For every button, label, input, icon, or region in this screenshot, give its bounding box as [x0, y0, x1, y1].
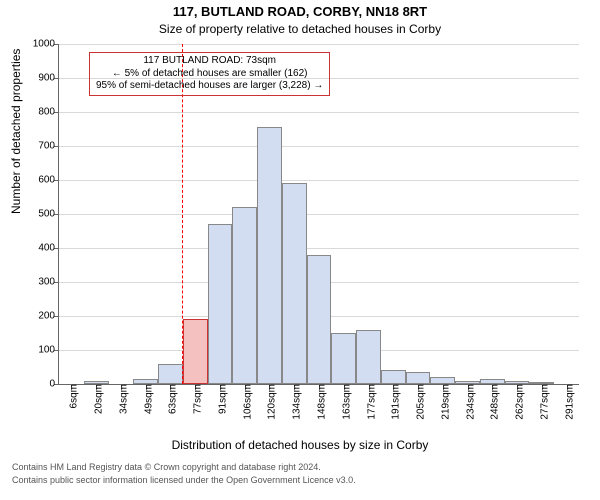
- chart-title: 117, BUTLAND ROAD, CORBY, NN18 8RT: [0, 4, 600, 19]
- histogram-bar: [356, 330, 381, 384]
- x-tick-label: 148sqm: [311, 384, 328, 420]
- y-tick-label: 700: [38, 141, 59, 152]
- histogram-bar: [232, 207, 257, 384]
- x-tick-label: 20sqm: [88, 384, 105, 414]
- grid-line: [59, 112, 579, 113]
- x-tick-label: 234sqm: [459, 384, 476, 420]
- grid-line: [59, 248, 579, 249]
- histogram-bar: [381, 370, 406, 384]
- x-tick-label: 120sqm: [261, 384, 278, 420]
- x-axis-label: Distribution of detached houses by size …: [0, 438, 600, 452]
- plot-area: 010020030040050060070080090010006sqm20sq…: [58, 44, 579, 385]
- y-tick-label: 600: [38, 175, 59, 186]
- grid-line: [59, 146, 579, 147]
- histogram-bar: [208, 224, 233, 384]
- y-tick-label: 300: [38, 277, 59, 288]
- x-tick-label: 205sqm: [410, 384, 427, 420]
- x-tick-label: 291sqm: [558, 384, 575, 420]
- x-tick-label: 134sqm: [286, 384, 303, 420]
- annotation-box: 117 BUTLAND ROAD: 73sqm← 5% of detached …: [89, 52, 330, 96]
- x-tick-label: 248sqm: [484, 384, 501, 420]
- chart-container: 117, BUTLAND ROAD, CORBY, NN18 8RT Size …: [0, 0, 600, 500]
- footer-line-2: Contains public sector information licen…: [12, 475, 356, 485]
- histogram-bar: [183, 319, 208, 384]
- histogram-bar: [307, 255, 332, 384]
- x-tick-label: 63sqm: [162, 384, 179, 414]
- y-tick-label: 0: [49, 379, 59, 390]
- chart-subtitle: Size of property relative to detached ho…: [0, 22, 600, 36]
- x-tick-label: 191sqm: [385, 384, 402, 420]
- x-tick-label: 49sqm: [137, 384, 154, 414]
- annotation-line: 95% of semi-detached houses are larger (…: [96, 80, 323, 93]
- x-tick-label: 106sqm: [236, 384, 253, 420]
- footer-line-1: Contains HM Land Registry data © Crown c…: [12, 462, 321, 472]
- x-tick-label: 91sqm: [211, 384, 228, 414]
- histogram-bar: [282, 183, 307, 384]
- annotation-line: ← 5% of detached houses are smaller (162…: [96, 68, 323, 81]
- annotation-line: 117 BUTLAND ROAD: 73sqm: [96, 55, 323, 68]
- x-tick-label: 277sqm: [533, 384, 550, 420]
- x-tick-label: 177sqm: [360, 384, 377, 420]
- histogram-bar: [158, 364, 183, 384]
- grid-line: [59, 44, 579, 45]
- y-tick-label: 400: [38, 243, 59, 254]
- grid-line: [59, 180, 579, 181]
- histogram-bar: [331, 333, 356, 384]
- y-tick-label: 900: [38, 73, 59, 84]
- histogram-bar: [257, 127, 282, 384]
- x-tick-label: 6sqm: [63, 384, 80, 408]
- y-tick-label: 100: [38, 345, 59, 356]
- y-tick-label: 1000: [33, 39, 59, 50]
- x-tick-label: 77sqm: [187, 384, 204, 414]
- grid-line: [59, 214, 579, 215]
- y-tick-label: 500: [38, 209, 59, 220]
- histogram-bar: [406, 372, 431, 384]
- y-tick-label: 800: [38, 107, 59, 118]
- x-tick-label: 163sqm: [335, 384, 352, 420]
- histogram-bar: [430, 377, 455, 384]
- x-tick-label: 262sqm: [509, 384, 526, 420]
- y-tick-label: 200: [38, 311, 59, 322]
- x-tick-label: 219sqm: [434, 384, 451, 420]
- x-tick-label: 34sqm: [112, 384, 129, 414]
